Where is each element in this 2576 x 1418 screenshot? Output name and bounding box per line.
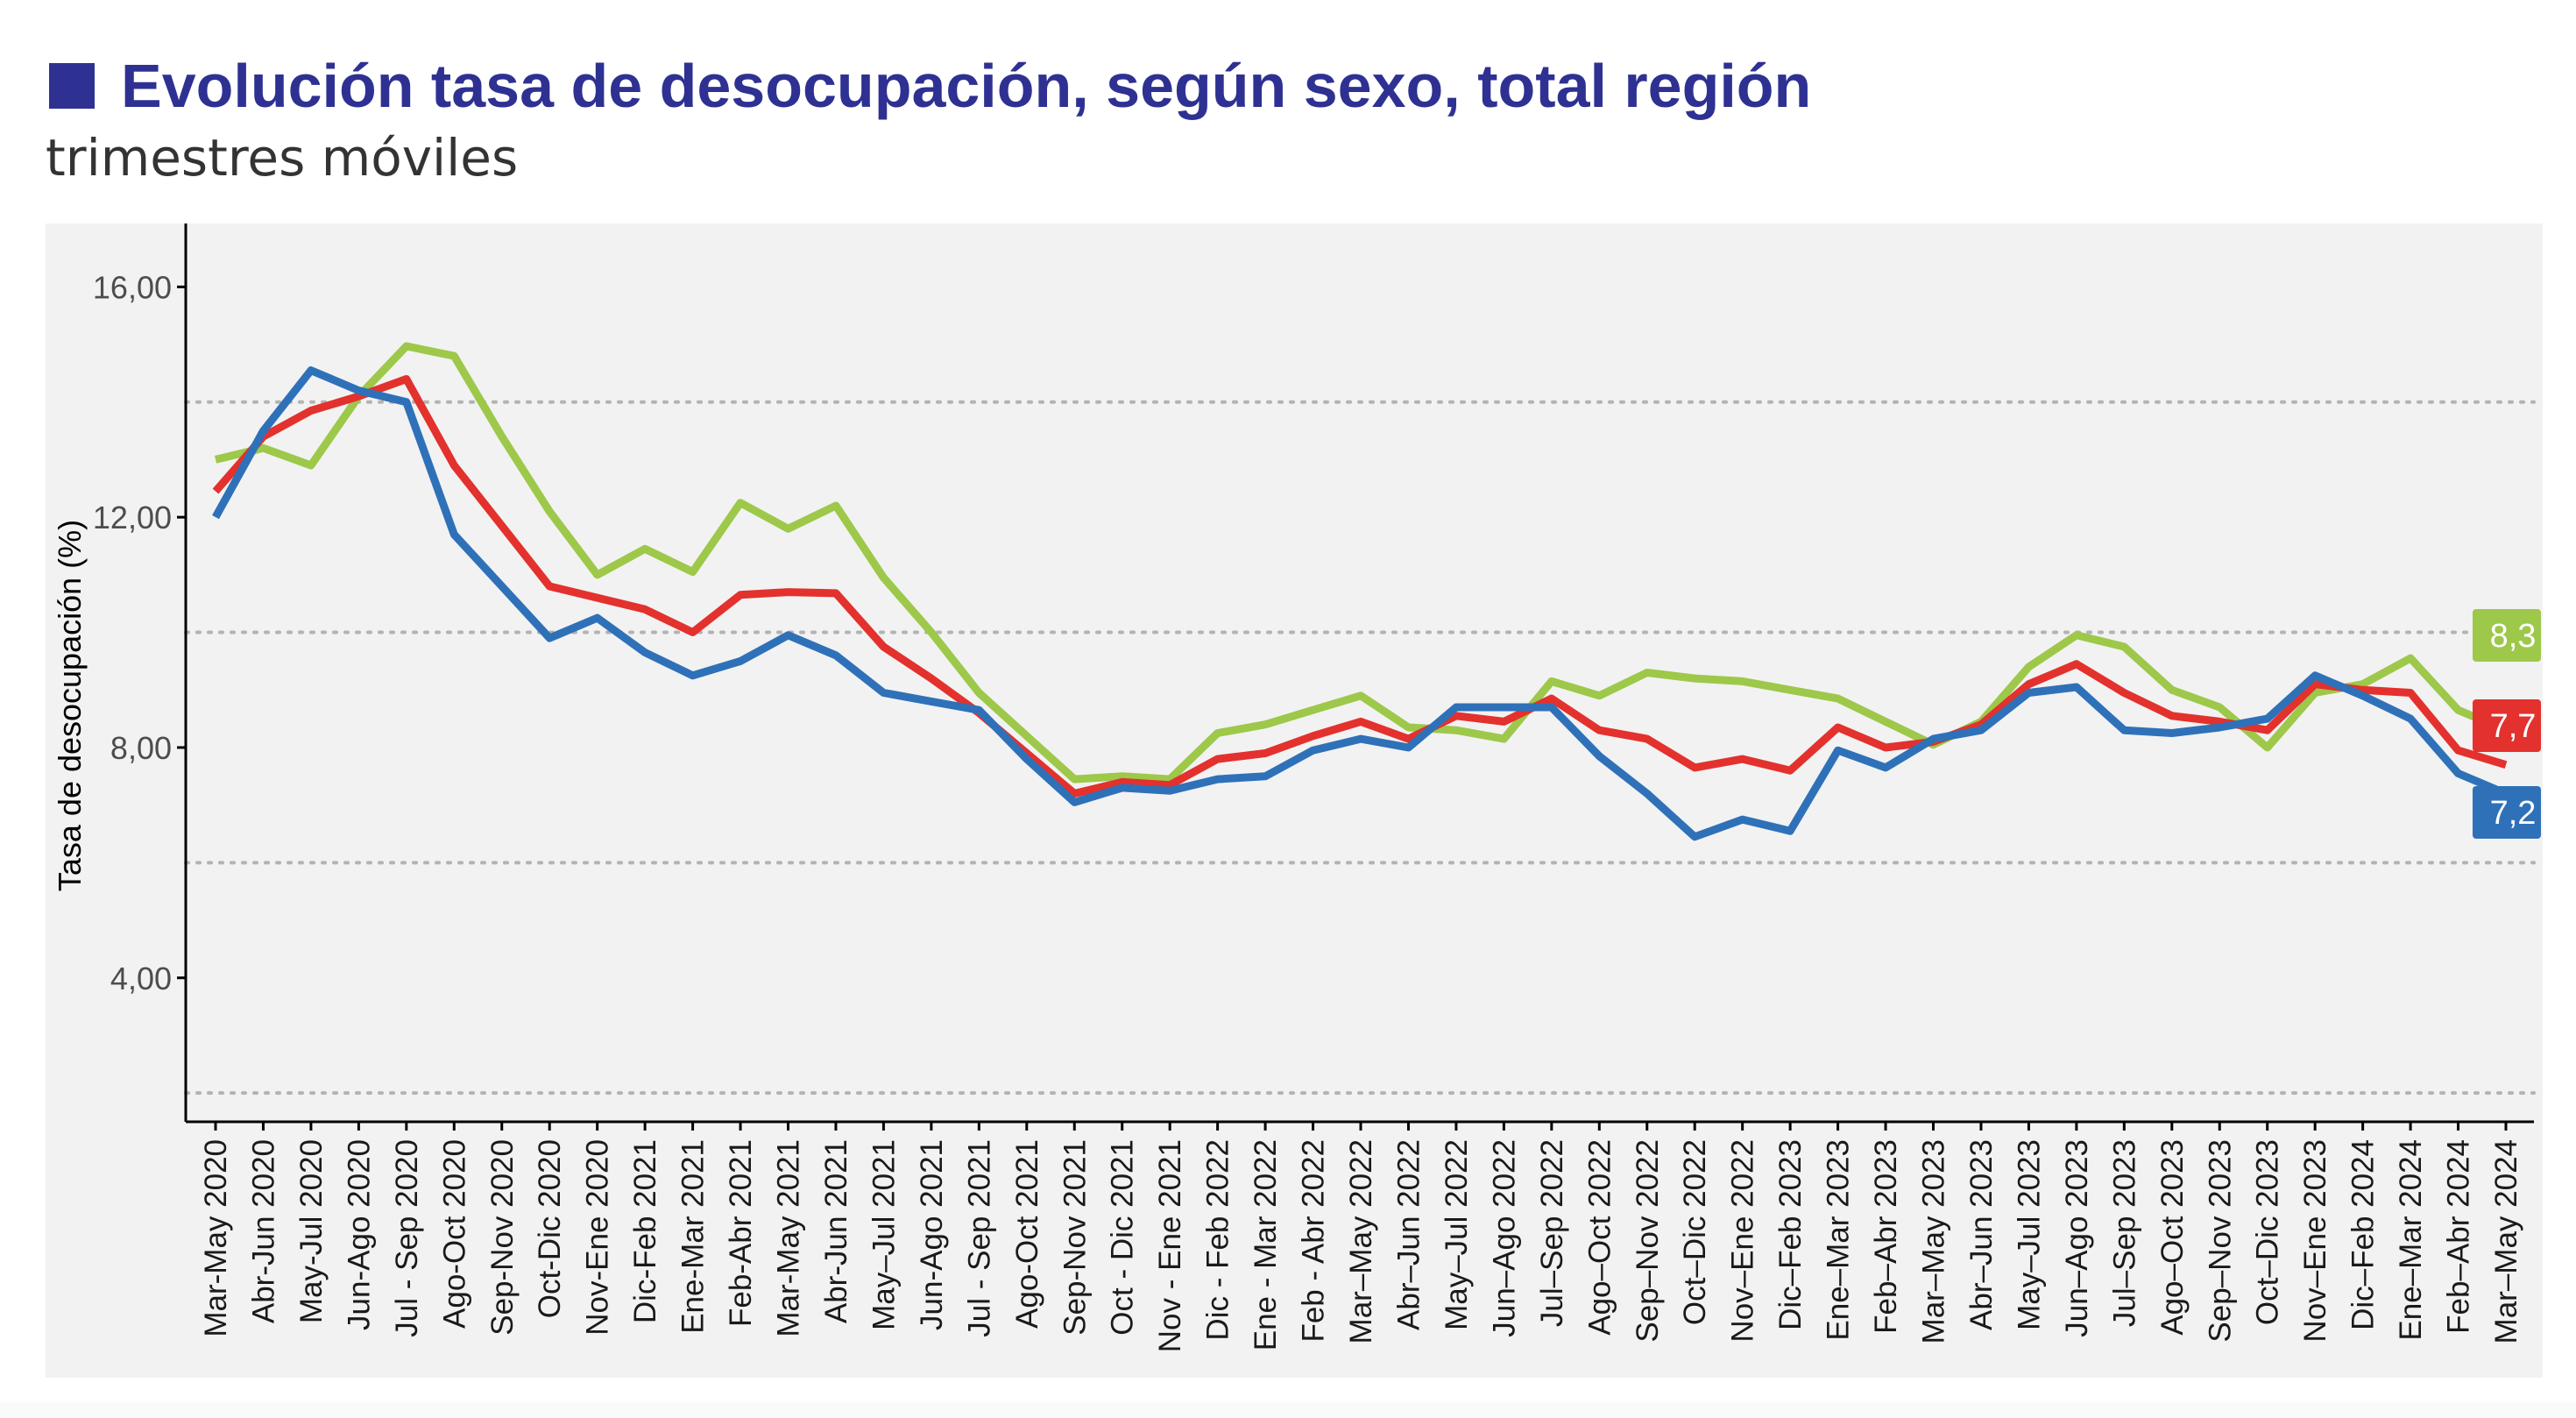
x-tick-label: Nov–Ene 2023	[2298, 1139, 2332, 1343]
y-axis-label: Tasa de desocupación (%)	[52, 520, 88, 891]
x-tick-label: Dic–Feb 2023	[1773, 1139, 1808, 1330]
x-tick-label: Oct - Dic 2021	[1106, 1139, 1140, 1336]
x-tick-label: Sep-Nov 2020	[485, 1139, 520, 1336]
x-tick-label: Jul–Sep 2023	[2107, 1139, 2141, 1327]
series-line-1	[214, 342, 2508, 783]
x-tick-label: Nov–Ene 2022	[1726, 1139, 1760, 1343]
x-tick-label: Jul - Sep 2020	[390, 1139, 424, 1337]
y-tick-label: 12,00	[93, 500, 172, 535]
chart-panel: 4,00 8,00 12,00 16,00 Mar-May 2020 Abr-Jun 20…	[46, 223, 2543, 1378]
x-tick-label: Abr–Jun 2022	[1391, 1139, 1426, 1330]
x-tick-label: Dic-Feb 2021	[628, 1139, 662, 1323]
x-tick-label: Abr–Jun 2023	[1964, 1139, 1999, 1330]
title-row: Evolución tasa de desocupación, según se…	[49, 51, 1811, 121]
end-label-value: 7,2	[2490, 795, 2537, 832]
bottom-strip	[0, 1402, 2576, 1418]
x-tick-label: Ago–Oct 2023	[2155, 1139, 2190, 1336]
y-tick-label: 4,00	[110, 961, 172, 996]
line-chart: 4,00 8,00 12,00 16,00 Mar-May 2020 Abr-Jun 20…	[52, 223, 2541, 1352]
x-tick-label: May-Jul 2020	[294, 1139, 329, 1323]
x-tick-label: Dic - Feb 2022	[1201, 1139, 1235, 1341]
title-square-icon	[49, 63, 95, 109]
x-tick-label: May–Jul 2022	[1440, 1139, 1474, 1330]
x-tick-label: Feb - Abr 2022	[1297, 1139, 1331, 1343]
x-tick-label: Mar-May 2020	[199, 1139, 233, 1337]
x-tick-label: Jul - Sep 2021	[962, 1139, 996, 1337]
x-tick-label: Sep–Nov 2022	[1631, 1139, 1665, 1343]
end-label-box	[2473, 786, 2541, 839]
x-tick-label: Ago-Oct 2020	[437, 1139, 471, 1329]
x-tick-label: Oct–Dic 2022	[1678, 1139, 1712, 1325]
x-tick-label: Jun-Ago 2021	[915, 1139, 949, 1330]
series-line-3	[212, 366, 2508, 841]
x-tick-label: Feb-Abr 2021	[724, 1139, 758, 1327]
x-tick-label: Ago-Oct 2021	[1010, 1139, 1044, 1329]
end-labels: 8,3 7,7 7,2	[2473, 609, 2541, 839]
x-tick-label: May–Jul 2023	[2012, 1139, 2046, 1330]
x-tick-label: Jun–Ago 2022	[1487, 1139, 1521, 1337]
x-tick-label: Mar–May 2023	[1917, 1139, 1951, 1344]
axes: 4,00 8,00 12,00 16,00 Mar-May 2020 Abr-Jun 20…	[93, 223, 2534, 1352]
x-tick-label: Oct-Dic 2020	[533, 1139, 567, 1318]
end-label-value: 8,3	[2490, 618, 2537, 655]
x-tick-label: Ene–Mar 2024	[2394, 1139, 2428, 1341]
chart-title: Evolución tasa de desocupación, según se…	[121, 52, 1812, 120]
gridlines	[184, 400, 2536, 1095]
x-tick-label: Jun-Ago 2020	[342, 1139, 376, 1330]
x-tick-label: Ene-Mar 2021	[676, 1139, 711, 1334]
x-tick-label: Ene–Mar 2023	[1822, 1139, 1856, 1341]
end-label-value: 7,7	[2490, 708, 2537, 745]
x-tick-label: Feb–Abr 2023	[1869, 1139, 1903, 1334]
x-tick-label: Ene - Mar 2022	[1249, 1139, 1283, 1351]
x-tick-label: Feb–Abr 2024	[2442, 1139, 2476, 1334]
x-tick-label: May–Jul 2021	[867, 1139, 901, 1330]
chart-subtitle: trimestres móviles	[46, 128, 519, 188]
x-tick-label: Sep-Nov 2021	[1058, 1139, 1092, 1336]
end-label-box	[2473, 609, 2541, 662]
x-tick-label: Nov - Ene 2021	[1153, 1139, 1187, 1352]
x-tick-label: Mar-May 2021	[772, 1139, 806, 1337]
x-tick-label: Oct–Dic 2023	[2251, 1139, 2285, 1325]
x-tick-label: Ago–Oct 2022	[1582, 1139, 1617, 1336]
x-tick-label: Abr-Jun 2021	[819, 1139, 853, 1323]
x-tick-label: Jul–Sep 2022	[1535, 1139, 1569, 1327]
x-tick-label: Sep–Nov 2023	[2203, 1139, 2237, 1343]
series-line-2	[212, 375, 2508, 798]
x-tick-label: Abr-Jun 2020	[246, 1139, 280, 1323]
series-lines	[212, 342, 2508, 841]
y-tick-label: 8,00	[110, 730, 172, 766]
x-tick-label: Dic–Feb 2024	[2346, 1139, 2381, 1330]
y-tick-label: 16,00	[93, 269, 172, 305]
x-tick-label: Nov-Ene 2020	[581, 1139, 615, 1336]
x-tick-label: Mar–May 2022	[1344, 1139, 1378, 1344]
end-label-box	[2473, 699, 2541, 752]
x-tick-label: Jun–Ago 2023	[2060, 1139, 2094, 1337]
x-tick-label: Mar–May 2024	[2489, 1139, 2523, 1344]
